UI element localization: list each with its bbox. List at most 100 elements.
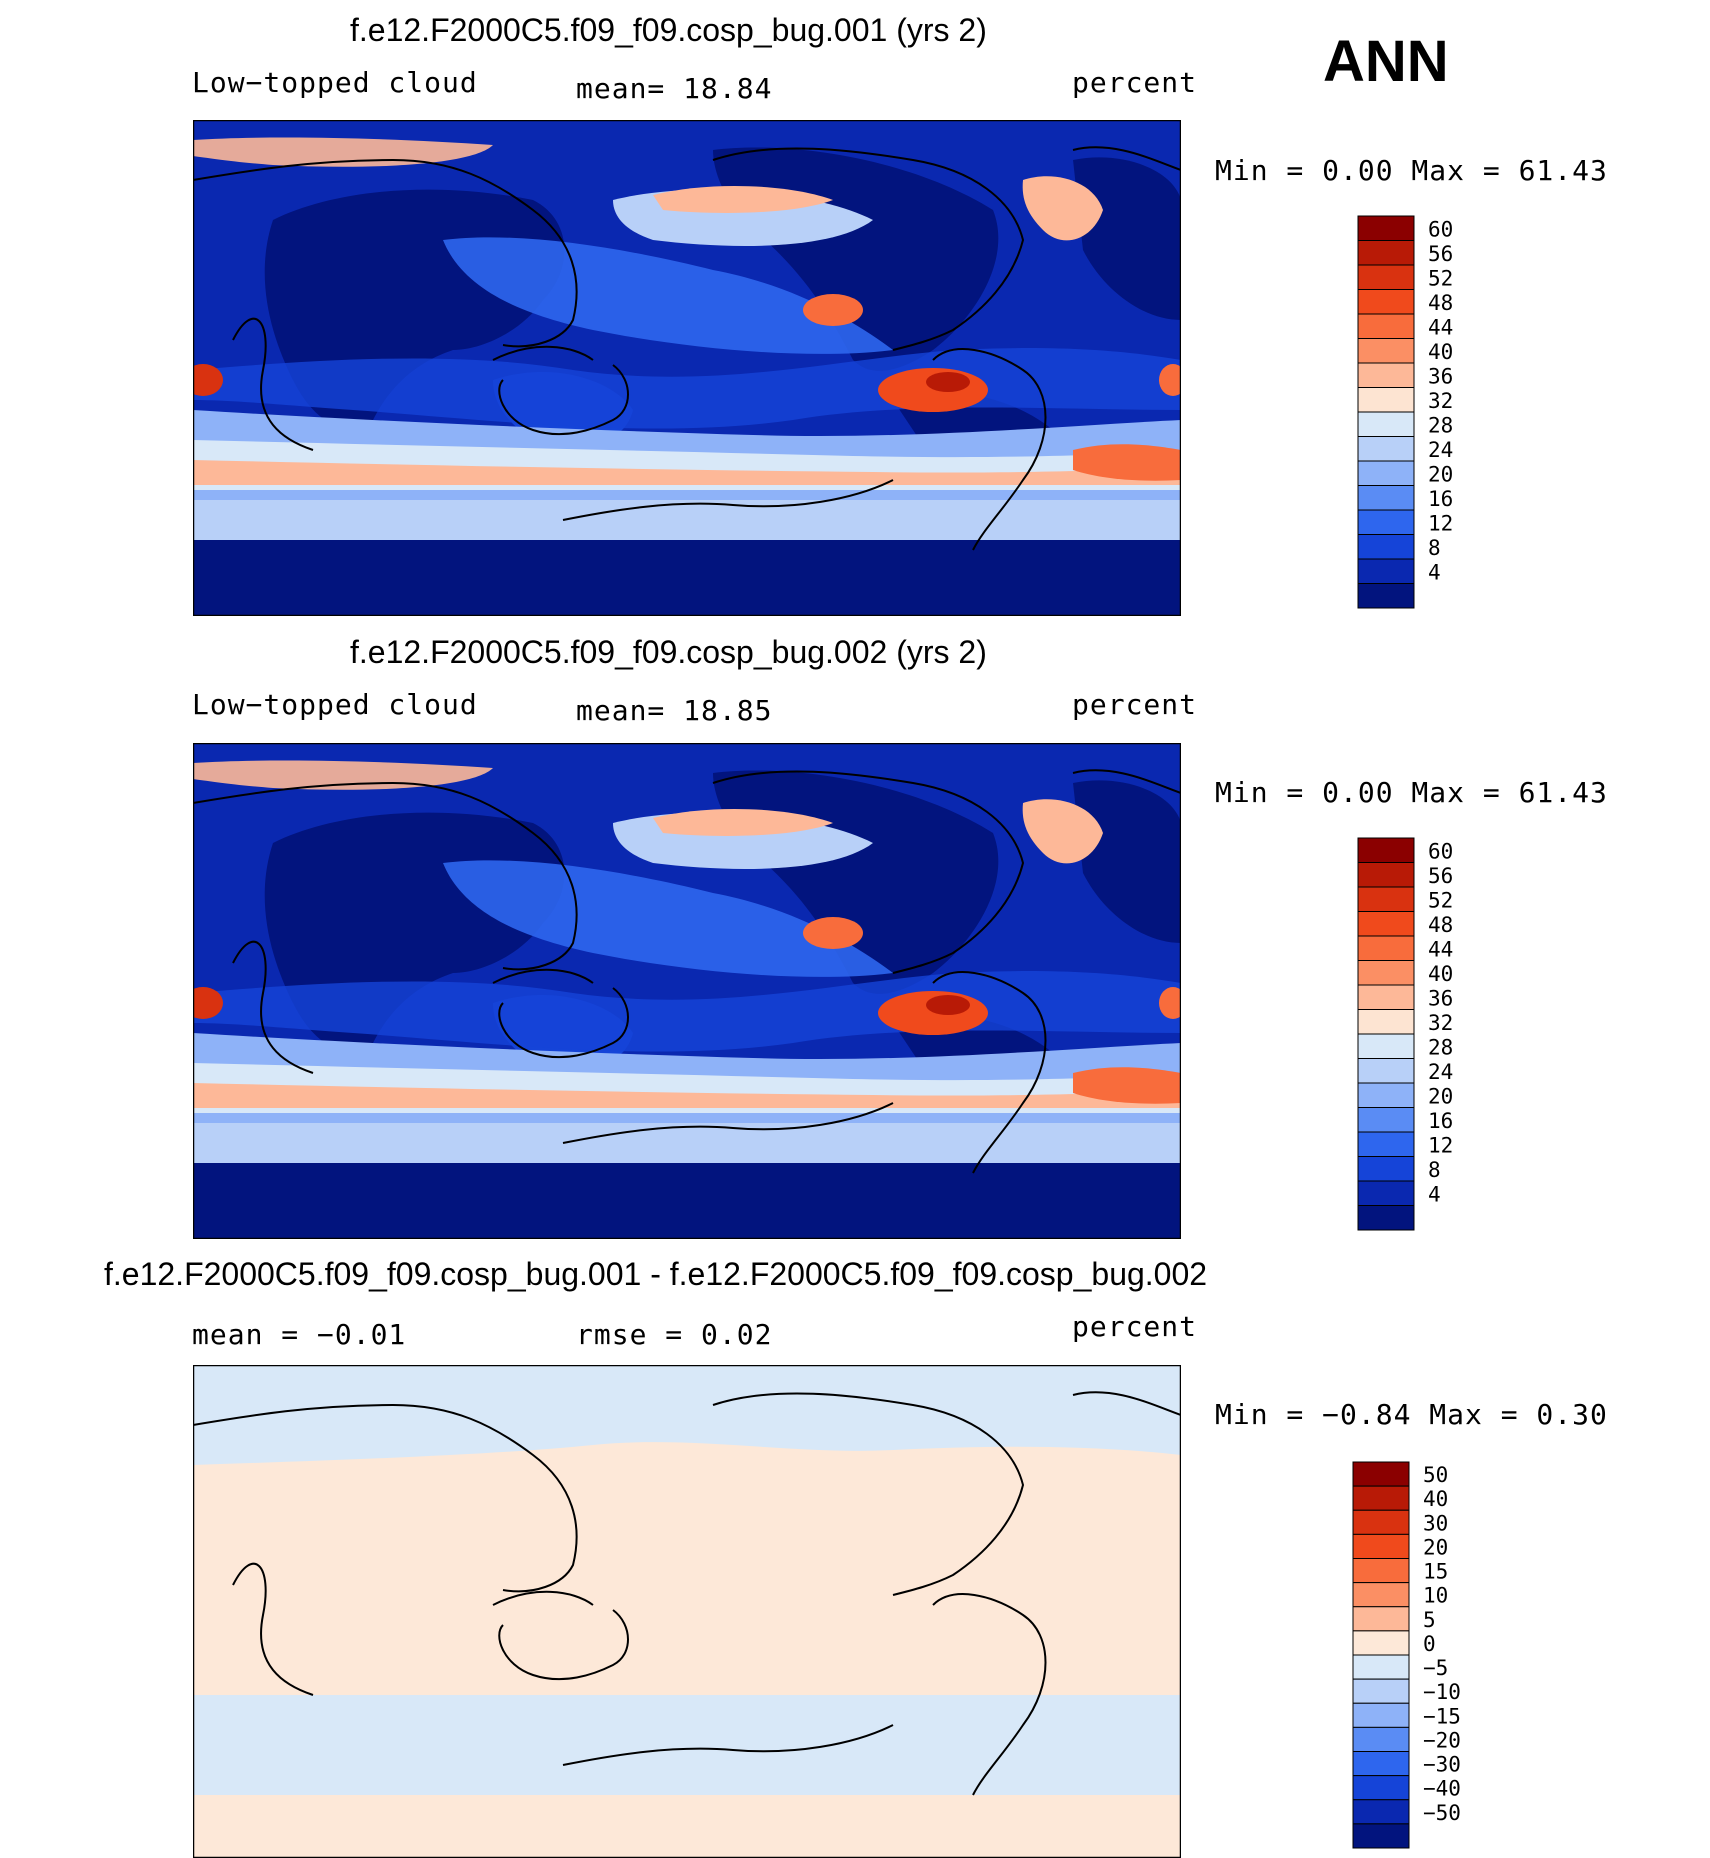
colorbar-swatch <box>1352 1799 1410 1825</box>
map-stratocumulus-hotspot <box>1159 987 1181 1019</box>
map-landmass <box>1073 157 1181 320</box>
colorbar-tick-label: 40 <box>1423 1487 1448 1511</box>
map-coastlines <box>193 769 1181 1174</box>
map-contour-band <box>193 1083 1181 1108</box>
colorbar-tick-label: 44 <box>1428 937 1453 961</box>
colorbar-swatch <box>1357 1058 1415 1084</box>
colorbar-swatch <box>1357 264 1415 290</box>
colorbar-swatch <box>1352 1654 1410 1680</box>
colorbar-tick-label: 8 <box>1428 536 1441 560</box>
colorbar-swatch <box>1357 935 1415 961</box>
colorbar-tick-label: 15 <box>1423 1560 1448 1584</box>
colorbar-tick-label: 32 <box>1428 389 1453 413</box>
map-frame <box>193 743 1181 1239</box>
colorbar-tick-label: 44 <box>1428 315 1453 339</box>
map-contour-band <box>653 808 833 836</box>
map-stratocumulus-hotspot <box>878 991 988 1035</box>
colorbar-swatch <box>1352 1582 1410 1608</box>
colorbar-tick-label: 20 <box>1428 462 1453 486</box>
colorbar-tick-label: −5 <box>1423 1656 1448 1680</box>
map-contour-band <box>193 460 1181 485</box>
colorbar-tick-label: 20 <box>1428 1084 1453 1108</box>
colorbar-tick-label: 24 <box>1428 438 1453 462</box>
season-label: ANN <box>1323 29 1449 94</box>
map-contour-band <box>193 1123 1181 1163</box>
map-contour-band <box>193 760 493 790</box>
colorbar-swatch <box>1357 313 1415 339</box>
colorbar-swatch <box>1357 436 1415 462</box>
colorbar-tick-label: 16 <box>1428 487 1453 511</box>
colorbar-tick-label: 50 <box>1423 1463 1448 1487</box>
panel-2-units: percent <box>1072 688 1198 721</box>
colorbar-swatch <box>1352 1823 1410 1849</box>
colorbar-swatch <box>1357 558 1415 584</box>
colorbar-swatch <box>1357 911 1415 937</box>
colorbar-tick-label: 0 <box>1423 1632 1436 1656</box>
panel-2-map <box>193 743 1181 1239</box>
colorbar-tick-label: 28 <box>1428 1035 1453 1059</box>
panel-1-variable: Low−topped cloud <box>192 66 478 99</box>
colorbar-tick-label: 56 <box>1428 864 1453 888</box>
colorbar-tick-label: 40 <box>1428 340 1453 364</box>
panel-2-mean: mean= 18.85 <box>576 694 773 727</box>
colorbar-swatch <box>1357 1033 1415 1059</box>
colorbar-tick-label: 28 <box>1428 413 1453 437</box>
colorbar-swatch <box>1357 1107 1415 1133</box>
colorbar-swatch <box>1357 362 1415 388</box>
colorbar-swatch <box>1352 1533 1410 1559</box>
colorbar-tick-label: 5 <box>1423 1608 1436 1632</box>
map-contour-band <box>1073 1067 1181 1104</box>
colorbar-swatch <box>1357 1082 1415 1108</box>
colorbar-tick-label: 16 <box>1428 1109 1453 1133</box>
colorbar-swatch <box>1357 411 1415 437</box>
colorbar-tick-label: 4 <box>1428 1182 1441 1206</box>
map-frame <box>193 120 1181 616</box>
panel-3-minmax: Min = −0.84 Max = 0.30 <box>1215 1398 1608 1431</box>
colorbar-swatch <box>1357 485 1415 511</box>
panel-1-minmax: Min = 0.00 Max = 61.43 <box>1215 154 1608 187</box>
panel-3-rmse: rmse = 0.02 <box>576 1318 773 1351</box>
colorbar-swatch <box>1357 240 1415 266</box>
panel-3-map <box>193 1365 1181 1858</box>
colorbar-tick-label: 4 <box>1428 560 1441 584</box>
panel-3-units: percent <box>1072 1310 1198 1343</box>
map-antarctica <box>193 1163 1181 1239</box>
map-stratocumulus-hotspot <box>926 995 970 1015</box>
map-contour-band <box>193 1795 1181 1858</box>
map-stratocumulus-hotspot <box>193 987 223 1019</box>
colorbar-swatch <box>1352 1678 1410 1704</box>
colorbar-tick-label: 12 <box>1428 511 1453 535</box>
colorbar-swatch <box>1357 984 1415 1010</box>
colorbar-tick-label: −10 <box>1423 1680 1461 1704</box>
panel-1-title: f.e12.F2000C5.f09_f09.cosp_bug.001 (yrs … <box>350 12 987 48</box>
colorbar-tick-label: 20 <box>1423 1535 1448 1559</box>
colorbar-tick-label: 60 <box>1428 217 1453 241</box>
colorbar-swatch <box>1357 886 1415 912</box>
colorbar-swatch <box>1352 1775 1410 1801</box>
colorbar-swatch <box>1357 862 1415 888</box>
colorbar-swatch <box>1357 1156 1415 1182</box>
colorbar-tick-label: 60 <box>1428 839 1453 863</box>
map-stratocumulus-hotspot <box>803 917 863 949</box>
colorbar-tick-label: 36 <box>1428 986 1453 1010</box>
colorbar-tick-label: 52 <box>1428 266 1453 290</box>
colorbar-swatch <box>1352 1485 1410 1511</box>
colorbar-swatch <box>1352 1751 1410 1777</box>
map-stratocumulus-hotspot <box>926 372 970 392</box>
colorbar-swatch <box>1357 583 1415 609</box>
colorbar-tick-label: 36 <box>1428 364 1453 388</box>
colorbar-tick-label: 12 <box>1428 1133 1453 1157</box>
colorbar-tick-label: 10 <box>1423 1584 1448 1608</box>
colorbar-tick-label: 56 <box>1428 242 1453 266</box>
colorbar-swatch <box>1352 1726 1410 1752</box>
colorbar-swatch <box>1357 215 1415 241</box>
panel-2-variable: Low−topped cloud <box>192 688 478 721</box>
colorbar-tick-label: −15 <box>1423 1704 1461 1728</box>
map-contour-band <box>193 1365 1181 1465</box>
colorbar-swatch <box>1357 460 1415 486</box>
colorbar-swatch <box>1357 1009 1415 1035</box>
map-contour-band <box>653 185 833 213</box>
